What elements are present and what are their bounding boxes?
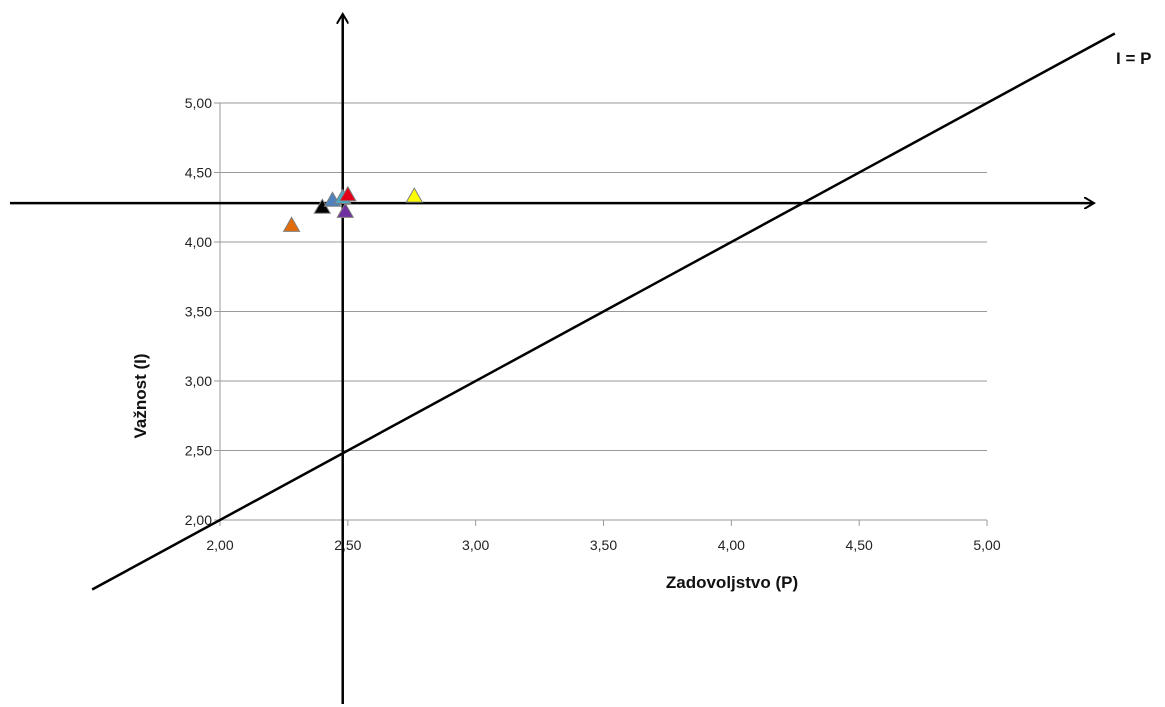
tick-labels: 2,00 2,50 3,00 3,50 4,00 4,50 5,00 2,00 2,50 3,00… <box>185 95 1001 553</box>
x-tick-label: 4,00 <box>718 537 745 553</box>
x-tick-label: 4,50 <box>846 537 873 553</box>
y-tick-label: 4,50 <box>185 165 212 181</box>
x-tick-label: 2,50 <box>334 537 361 553</box>
x-tick-label: 2,00 <box>206 537 233 553</box>
data-point-triangle <box>336 202 355 218</box>
reference-line <box>91 32 1116 591</box>
y-tick-label: 3,00 <box>185 373 212 389</box>
x-tick-label: 3,50 <box>590 537 617 553</box>
y-tick-label: 2,00 <box>185 512 212 528</box>
reference-line-group <box>91 32 1116 591</box>
data-point-triangle <box>282 216 301 232</box>
y-tick-label: 5,00 <box>185 95 212 111</box>
y-axis-title: Važnost (I) <box>131 353 150 438</box>
y-tick-label: 4,00 <box>185 234 212 250</box>
x-axis-title: Zadovoljstvo (P) <box>666 573 798 592</box>
data-point-triangle <box>338 185 357 202</box>
data-points <box>282 185 424 232</box>
quadrant-axes <box>10 14 1094 704</box>
y-tick-label: 3,50 <box>185 304 212 320</box>
x-tick-label: 5,00 <box>973 537 1000 553</box>
y-tick-label: 2,50 <box>185 443 212 459</box>
x-tick-label: 3,00 <box>462 537 489 553</box>
data-point-triangle <box>405 187 424 203</box>
reference-line-label: I = P <box>1116 49 1151 68</box>
